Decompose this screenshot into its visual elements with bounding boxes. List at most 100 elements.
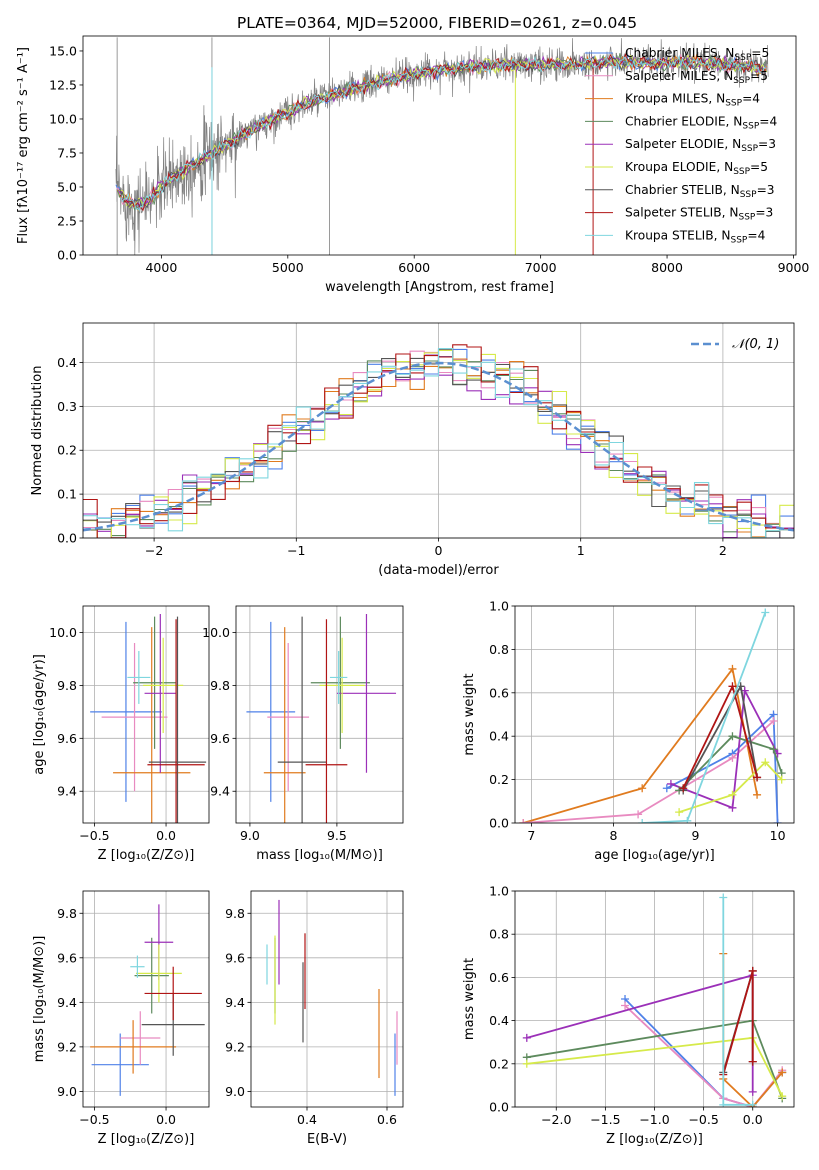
y-axis-label: mass weight bbox=[462, 673, 477, 755]
x-tick-label: 5000 bbox=[272, 260, 304, 275]
weight-marker bbox=[634, 810, 643, 819]
y-tick-label: 2.5 bbox=[57, 213, 77, 228]
y-tick-label: 9.2 bbox=[57, 1039, 77, 1054]
model-spectrum bbox=[117, 54, 767, 208]
y-tick-label: 9.4 bbox=[57, 784, 77, 799]
weight-marker bbox=[638, 819, 647, 823]
axes-frame bbox=[514, 605, 795, 824]
weight-line bbox=[678, 735, 783, 792]
y-tick-label: 9.4 bbox=[57, 995, 77, 1010]
x-tick-label: −0.5 bbox=[688, 1112, 718, 1127]
weight-marker bbox=[728, 732, 737, 741]
x-tick-label: 7000 bbox=[525, 260, 557, 275]
plot-spectrum: 4000 5000 6000 7000 8000 9000 0.0 2.5 5.0 7.5 10.0… bbox=[16, 14, 809, 295]
weight-marker bbox=[748, 1057, 757, 1066]
normal-curve bbox=[83, 361, 794, 532]
weight-marker bbox=[675, 808, 684, 817]
weight-marker bbox=[666, 779, 675, 788]
plot-area bbox=[519, 608, 786, 823]
weight-line bbox=[722, 970, 754, 1075]
x-axis-label: Z [log₁₀(Z/Z⊙)] bbox=[98, 848, 195, 863]
x-tick-label: 2 bbox=[719, 543, 727, 558]
y-tick-label: 10.0 bbox=[49, 625, 77, 640]
y-axis-label: Flux [fλ10⁻¹⁷ erg cm⁻² s⁻¹ A⁻¹] bbox=[16, 47, 31, 244]
y-tick-label: 1.0 bbox=[489, 884, 509, 899]
x-tick-label: 6000 bbox=[398, 260, 430, 275]
x-axis-label: age [log₁₀(age/yr)] bbox=[594, 848, 715, 863]
y-tick-label: 9.2 bbox=[225, 1039, 245, 1054]
x-tick-label: 0.0 bbox=[743, 1112, 763, 1127]
axes-frame bbox=[82, 890, 210, 1108]
weight-line bbox=[670, 687, 779, 810]
y-tick-label: 9.8 bbox=[210, 678, 230, 693]
y-tick-label: 0.0 bbox=[57, 248, 77, 263]
x-tick-label: −0.5 bbox=[79, 1112, 109, 1127]
weight-marker bbox=[778, 1092, 787, 1101]
y-axis-label: Normed distribution bbox=[30, 366, 45, 496]
grid bbox=[83, 891, 209, 1107]
y-tick-label: 10.0 bbox=[202, 625, 230, 640]
plot-weight_vs_Z: −2.0 −1.5 −1.0 −0.5 0.0 0.0 0.2 0.4 0.6 0.8 1.0 Z [… bbox=[462, 884, 795, 1147]
weight-marker bbox=[679, 784, 688, 793]
x-tick-label: −1.0 bbox=[639, 1112, 669, 1127]
y-axis-label: age [log₁₀(age/yr)] bbox=[32, 654, 47, 775]
y-tick-label: 0.0 bbox=[489, 816, 509, 831]
y-tick-label: 9.6 bbox=[225, 950, 245, 965]
y-tick-label: 0.4 bbox=[489, 1013, 509, 1028]
x-tick-label: −2.0 bbox=[541, 1112, 571, 1127]
x-tick-label: −0.5 bbox=[79, 828, 109, 843]
y-tick-label: 12.5 bbox=[49, 77, 77, 92]
plot-age_vs_Z: −0.5 0.0 9.4 9.6 9.8 10.0 Z [log₁₀(Z/Z⊙)] age [… bbox=[32, 605, 210, 863]
y-tick-label: 7.5 bbox=[57, 145, 77, 160]
x-tick-label: 0.6 bbox=[377, 1112, 397, 1127]
x-tick-label: −2 bbox=[145, 543, 163, 558]
x-axis-label: wavelength [Angstrom, rest frame] bbox=[325, 280, 554, 295]
x-axis-label: (data-model)/error bbox=[378, 563, 499, 578]
weight-line bbox=[666, 712, 779, 823]
x-axis-label: Z [log₁₀(Z/Z⊙)] bbox=[606, 1132, 703, 1147]
x-tick-label: 9 bbox=[692, 828, 700, 843]
y-tick-label: 9.6 bbox=[57, 731, 77, 746]
weight-marker bbox=[621, 1001, 630, 1010]
legend-label: Salpeter MILES, NSSP=5 bbox=[625, 69, 768, 86]
y-tick-label: 9.8 bbox=[57, 906, 77, 921]
grid bbox=[83, 606, 209, 823]
y-tick-label: 9.6 bbox=[57, 950, 77, 965]
weight-marker bbox=[728, 753, 737, 762]
legend-label: Kroupa ELODIE, NSSP=5 bbox=[625, 160, 768, 177]
weight-marker bbox=[719, 893, 728, 902]
weight-marker bbox=[761, 608, 770, 617]
y-axis-label: mass weight bbox=[462, 958, 477, 1040]
model-spectrum bbox=[118, 54, 768, 209]
y-tick-label: 0.2 bbox=[57, 443, 77, 458]
grid bbox=[236, 606, 403, 823]
x-axis-label: mass [log₁₀(M/M⊙)] bbox=[256, 848, 383, 863]
plot-age_vs_mass: 9.0 9.5 9.4 9.6 9.8 10.0 mass [log₁₀(M/M⊙)] bbox=[202, 605, 404, 863]
chart-title: PLATE=0364, MJD=52000, FIBERID=0261, z=0… bbox=[237, 14, 637, 32]
y-tick-label: 0.8 bbox=[489, 927, 509, 942]
legend-label: Salpeter ELODIE, NSSP=3 bbox=[625, 137, 776, 154]
weight-marker bbox=[769, 717, 778, 726]
y-tick-label: 0.6 bbox=[489, 685, 509, 700]
weight-marker bbox=[683, 816, 692, 823]
y-tick-label: 9.4 bbox=[225, 995, 245, 1010]
x-tick-label: 10 bbox=[770, 828, 786, 843]
weight-marker bbox=[728, 803, 737, 812]
x-tick-label: 0.4 bbox=[297, 1112, 317, 1127]
weight-line bbox=[678, 760, 783, 813]
y-tick-label: 5.0 bbox=[57, 179, 77, 194]
y-tick-label: 9.8 bbox=[225, 906, 245, 921]
x-tick-label: 8 bbox=[609, 828, 617, 843]
grid bbox=[251, 891, 403, 1107]
legend-label: Chabrier ELODIE, NSSP=4 bbox=[625, 114, 777, 131]
plot-area bbox=[90, 613, 207, 823]
weight-marker bbox=[748, 1100, 757, 1107]
y-tick-label: 15.0 bbox=[49, 43, 77, 58]
legend-label: Kroupa STELIB, NSSP=4 bbox=[625, 228, 766, 245]
plot-mass_vs_Z: −0.5 0.0 9.0 9.2 9.4 9.6 9.8 Z [log₁₀(Z/Z⊙)] mas… bbox=[32, 890, 210, 1147]
weight-marker bbox=[522, 1059, 531, 1068]
x-axis-label: Z [log₁₀(Z/Z⊙)] bbox=[98, 1132, 195, 1147]
y-tick-label: 9.0 bbox=[225, 1084, 245, 1099]
axes-frame bbox=[82, 322, 795, 539]
